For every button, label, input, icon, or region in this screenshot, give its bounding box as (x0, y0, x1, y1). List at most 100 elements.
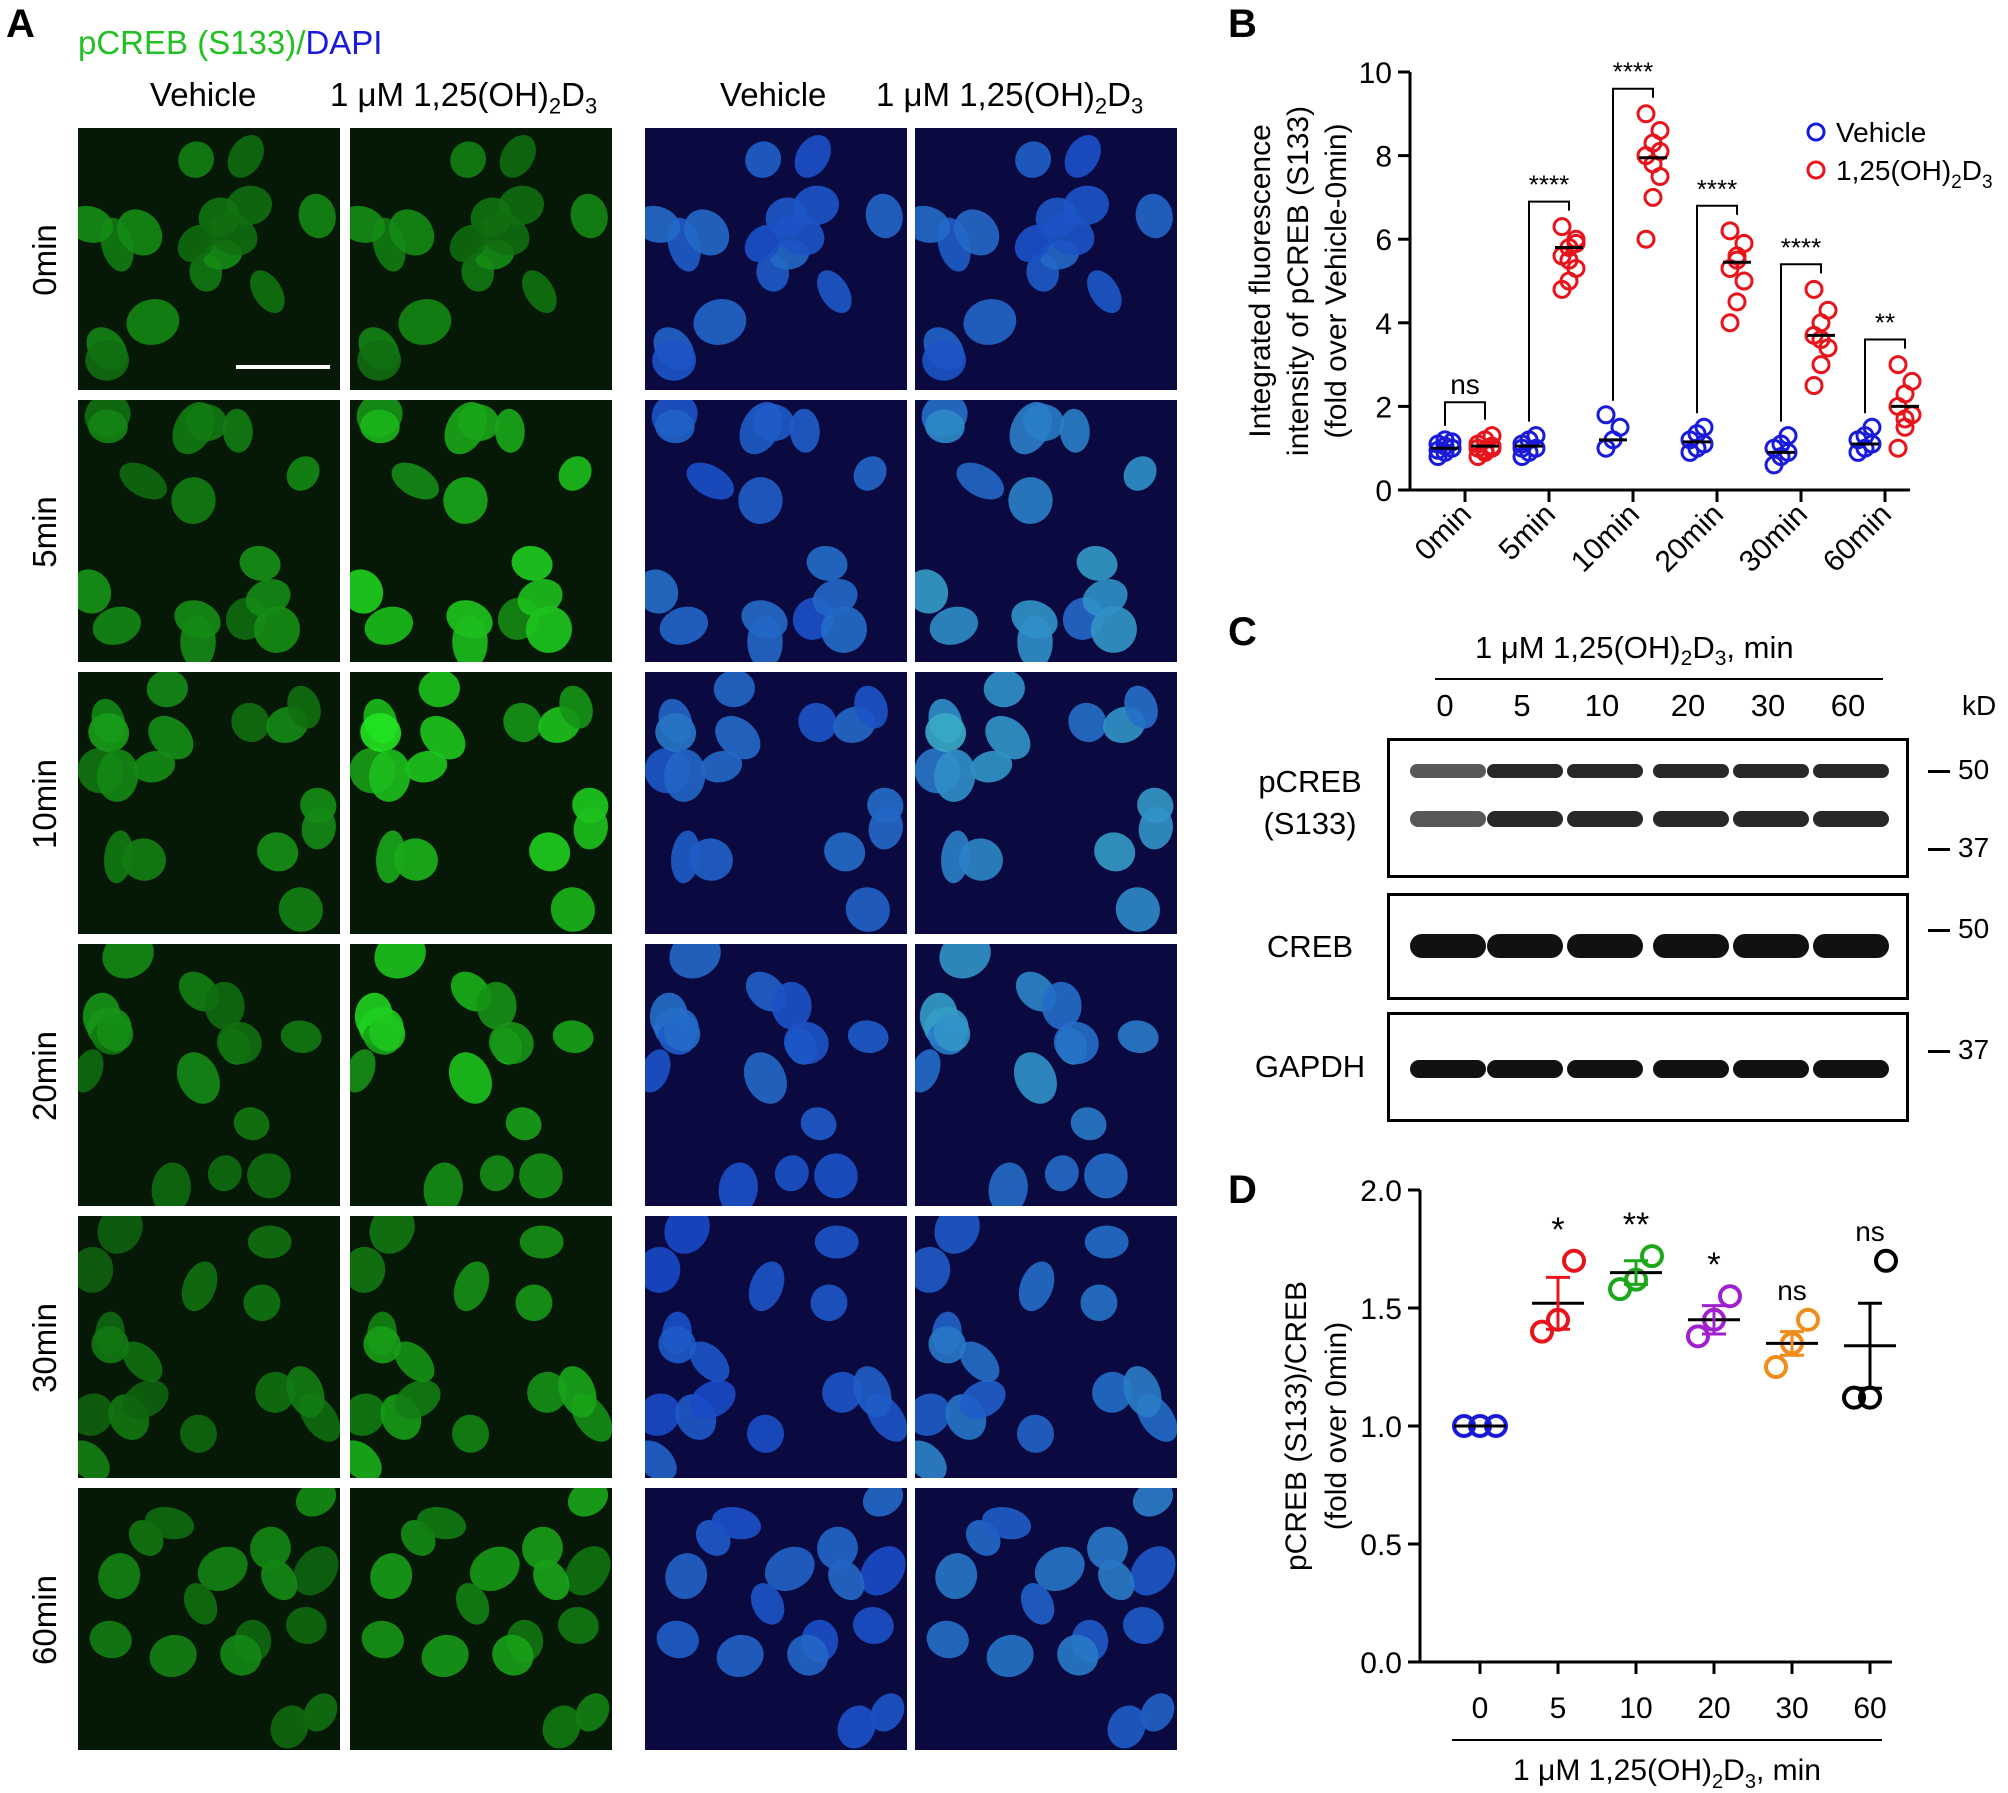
nucleus (220, 1634, 262, 1676)
nucleus (361, 1620, 404, 1659)
nucleus (285, 1607, 327, 1644)
nucleus (925, 409, 965, 444)
nucleus (800, 1107, 837, 1141)
nucleus (270, 1705, 309, 1749)
nucleus (126, 299, 180, 345)
nucleus (820, 606, 867, 653)
nucleus (148, 715, 194, 760)
nucleus (570, 193, 608, 239)
nucleus (915, 1393, 951, 1436)
band (1487, 1060, 1563, 1078)
nucleus (98, 1553, 141, 1599)
nucleus (227, 134, 264, 178)
micrograph-pcreb-vehicle-0min (78, 128, 340, 390)
nucleus (450, 141, 487, 178)
nucleus (280, 1020, 322, 1053)
data-point (1442, 432, 1462, 452)
micrograph-pcreb-vehicle-60min (78, 1488, 340, 1750)
nucleus (787, 1634, 829, 1676)
nucleus (178, 141, 215, 178)
nucleus (1124, 685, 1158, 729)
nucleus (941, 830, 971, 884)
nucleus (176, 1052, 220, 1104)
nucleus (718, 1162, 758, 1206)
x-tick-label: 60 (1853, 1692, 1886, 1725)
c-sub2: 3 (1714, 647, 1727, 671)
nucleus (658, 1326, 697, 1364)
nucleus (517, 579, 563, 617)
data-point (1902, 371, 1922, 391)
nucleus (1014, 224, 1052, 263)
nucleus (1130, 1546, 1176, 1596)
data-point (1804, 279, 1824, 299)
treat-mid: D (1107, 76, 1131, 113)
data-point (1862, 417, 1882, 437)
nucleus (1090, 606, 1137, 653)
nucleus (295, 1488, 337, 1517)
nucleus (151, 1162, 191, 1206)
nucleus (233, 1107, 270, 1141)
micrograph-merge-vehicle-60min (645, 1488, 907, 1750)
legend-marker-treated (1806, 160, 1826, 180)
data-point (1482, 426, 1502, 446)
nucleus (239, 545, 281, 581)
nucleus (455, 1583, 490, 1625)
nucleus (1123, 456, 1157, 491)
nucleus (216, 1021, 262, 1065)
nucleus (645, 1049, 671, 1093)
band (1567, 1060, 1643, 1078)
nucleus (1041, 981, 1082, 1030)
panel-b-label: B (1228, 2, 1257, 46)
nucleus (286, 456, 320, 491)
nucleus (854, 685, 888, 729)
band (1487, 764, 1563, 778)
row-label-10min: 10min (26, 759, 63, 849)
data-point (1596, 405, 1616, 425)
nucleus (847, 1020, 889, 1053)
nucleus (933, 1014, 971, 1052)
row-label-60min: 60min (26, 1575, 63, 1665)
nucleus (1092, 1371, 1133, 1413)
micrograph-pcreb-treated-20min (350, 944, 612, 1206)
nucleus (939, 944, 991, 979)
data-point (1764, 1355, 1788, 1379)
data-point (1720, 221, 1740, 241)
y-tick-label: 0.5 (1360, 1529, 1402, 1562)
legend-label-vehicle: Vehicle (1836, 117, 1926, 148)
nucleus (935, 1553, 978, 1599)
marker-tick (1928, 770, 1950, 773)
nucleus (515, 1284, 553, 1322)
data-point (1552, 217, 1572, 237)
x-tick-label: 5 (1550, 1692, 1567, 1725)
nucleus (686, 462, 735, 500)
nucleus (988, 1162, 1028, 1206)
data-point (1526, 426, 1546, 446)
title-dapi: DAPI (305, 24, 383, 61)
c-suffix: , min (1726, 630, 1794, 665)
nucleus (716, 1634, 764, 1677)
nucleus (476, 981, 517, 1030)
band (1733, 811, 1809, 827)
nucleus (645, 1393, 681, 1436)
band (1653, 934, 1729, 958)
nucleus (970, 750, 1013, 783)
treat-prefix: 1 μM 1,25(OH) (330, 76, 549, 113)
data-point (1842, 1385, 1866, 1410)
legend-marker-vehicle (1806, 122, 1826, 142)
data-point (1562, 1248, 1586, 1273)
band (1733, 764, 1809, 778)
nucleus (78, 205, 114, 243)
nucleus (303, 1693, 338, 1732)
nucleus (559, 685, 593, 729)
blot-creb (1387, 893, 1909, 1000)
nucleus (764, 1546, 815, 1592)
nucleus (376, 830, 406, 884)
micrograph-pcreb-vehicle-30min (78, 1216, 340, 1478)
data-point (1566, 233, 1586, 253)
x-label-part: , min (1756, 1754, 1821, 1787)
nucleus (391, 462, 440, 500)
nucleus (928, 1326, 967, 1364)
nucleus (522, 1526, 563, 1570)
nucleus (954, 209, 1000, 256)
nucleus (1084, 1225, 1129, 1259)
